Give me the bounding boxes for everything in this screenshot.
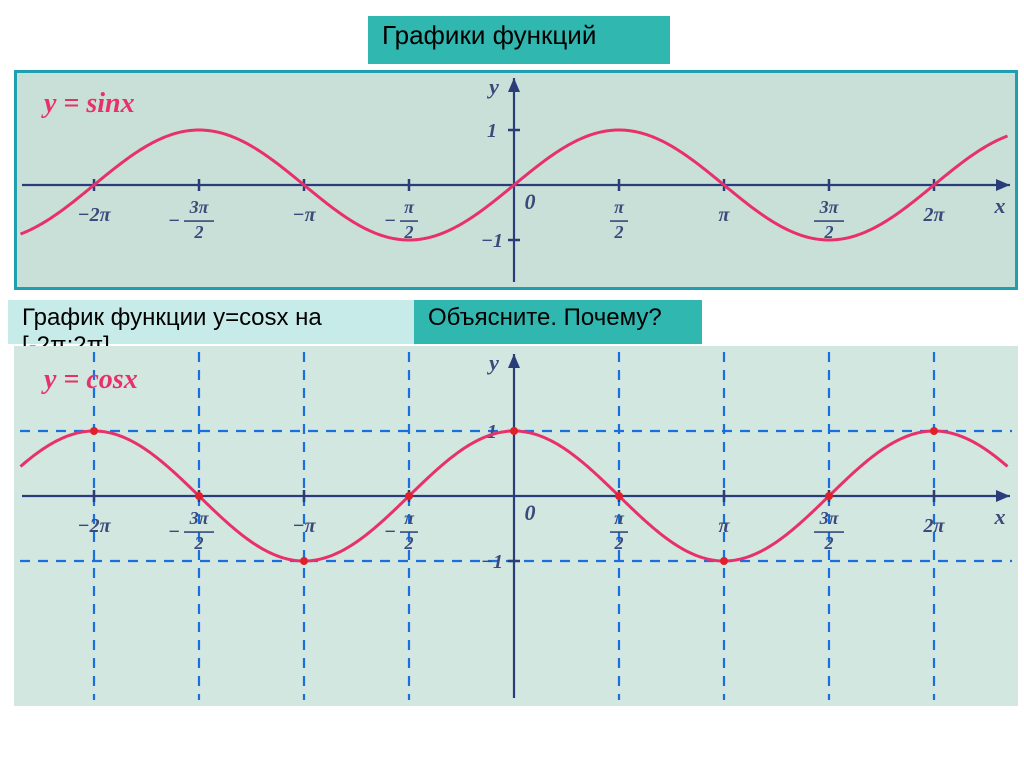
cos-chart-panel: −2π−3π2−π−π2π2π3π22π1−10yxy = cosx bbox=[14, 346, 1018, 706]
svg-text:π: π bbox=[614, 508, 625, 528]
sin-chart-panel: −2π−3π2−π−π2π2π3π22π1−10yxy = sinx bbox=[14, 70, 1018, 290]
svg-text:−: − bbox=[384, 521, 396, 543]
cos-caption: График функции y=cosx на [-2π;2π]. bbox=[8, 300, 436, 344]
svg-text:y = sinx: y = sinx bbox=[41, 88, 135, 119]
svg-text:3π: 3π bbox=[819, 508, 840, 528]
svg-text:π: π bbox=[404, 508, 415, 528]
svg-text:2: 2 bbox=[404, 533, 414, 553]
svg-text:−: − bbox=[384, 210, 396, 232]
svg-text:π: π bbox=[719, 515, 731, 537]
svg-text:2: 2 bbox=[614, 222, 624, 242]
svg-text:−1: −1 bbox=[481, 230, 503, 252]
svg-text:3π: 3π bbox=[819, 197, 840, 217]
svg-text:x: x bbox=[994, 504, 1006, 529]
svg-text:2: 2 bbox=[614, 533, 624, 553]
question-label: Объясните. Почему? bbox=[414, 300, 702, 344]
svg-text:3π: 3π bbox=[189, 508, 210, 528]
svg-text:−2π: −2π bbox=[77, 515, 111, 537]
svg-text:π: π bbox=[614, 197, 625, 217]
cos-chart: −2π−3π2−π−π2π2π3π22π1−10yxy = cosx bbox=[14, 346, 1018, 706]
svg-text:π: π bbox=[719, 204, 731, 226]
svg-text:2: 2 bbox=[824, 533, 834, 553]
svg-text:−π: −π bbox=[292, 515, 316, 537]
svg-text:3π: 3π bbox=[189, 197, 210, 217]
svg-text:2: 2 bbox=[194, 222, 204, 242]
svg-text:0: 0 bbox=[525, 189, 536, 214]
svg-text:2: 2 bbox=[194, 533, 204, 553]
svg-text:2π: 2π bbox=[923, 515, 946, 537]
sin-chart: −2π−3π2−π−π2π2π3π22π1−10yxy = sinx bbox=[14, 70, 1018, 290]
page-title: Графики функций bbox=[368, 16, 670, 64]
svg-text:π: π bbox=[404, 197, 415, 217]
svg-text:y = cosx: y = cosx bbox=[41, 364, 138, 395]
svg-text:−: − bbox=[168, 521, 180, 543]
svg-text:−2π: −2π bbox=[77, 204, 111, 226]
svg-text:2π: 2π bbox=[923, 204, 946, 226]
svg-text:x: x bbox=[994, 193, 1006, 218]
svg-text:−1: −1 bbox=[481, 551, 503, 573]
svg-text:0: 0 bbox=[525, 500, 536, 525]
svg-text:−π: −π bbox=[292, 204, 316, 226]
svg-text:−: − bbox=[168, 210, 180, 232]
svg-text:1: 1 bbox=[487, 120, 497, 142]
